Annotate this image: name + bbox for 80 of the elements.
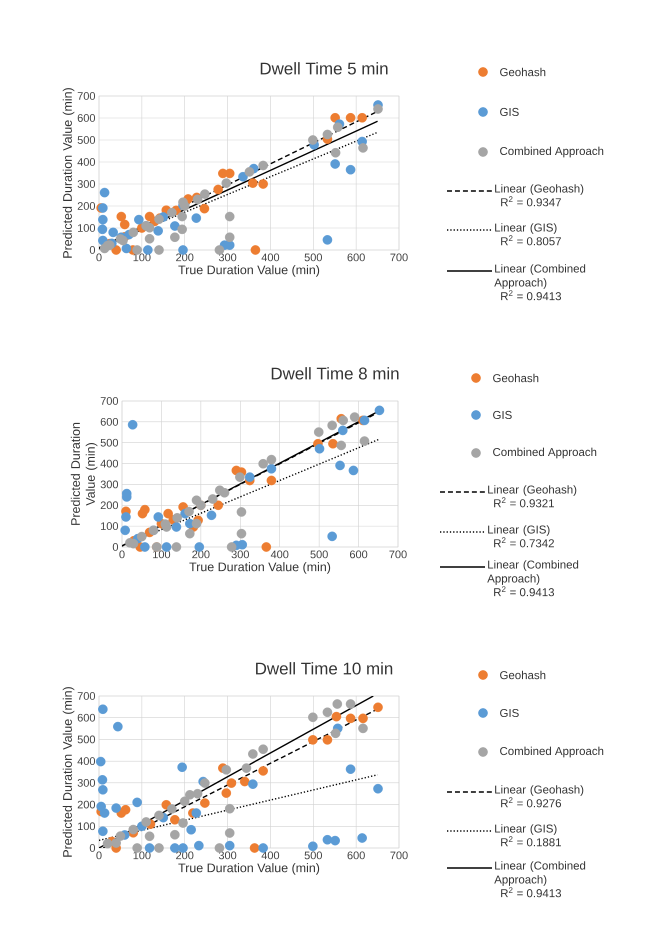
y-tick-label: 700 bbox=[78, 692, 96, 700]
text: R$^{2}$ = 0.9276 bbox=[501, 797, 562, 808]
text: R$^{2}$ = 0.9347 bbox=[501, 196, 561, 206]
x-axis-title: True Duration Value (min) bbox=[189, 562, 330, 574]
y-tick-label: 300 bbox=[78, 778, 96, 787]
x-tick-label: 700 bbox=[390, 852, 408, 860]
x-tick-label: 700 bbox=[390, 254, 408, 262]
legend-label: Linear (Geohash) bbox=[488, 485, 576, 496]
x-axis-title: True Duration Value (min) bbox=[178, 265, 320, 277]
chart-title: Dwell Time 8 min bbox=[272, 367, 398, 380]
y-tick-label: 200 bbox=[78, 202, 96, 210]
y-tick-label: 300 bbox=[100, 480, 118, 488]
y-tick-label: 600 bbox=[78, 114, 96, 122]
legend-label: Linear (Geohash) bbox=[495, 785, 584, 796]
legend-label: Linear (Geohash) bbox=[495, 184, 584, 195]
x-tick-label: 500 bbox=[310, 550, 328, 558]
y-tick-label: 100 bbox=[101, 522, 118, 530]
text: R$^{2}$ = 0.9413 bbox=[501, 887, 562, 898]
y-tick-label: 400 bbox=[100, 460, 118, 468]
legend-label: GIS bbox=[500, 708, 519, 718]
legend-label: Linear (GIS) bbox=[495, 223, 557, 234]
y-tick-label: 0 bbox=[90, 844, 96, 852]
x-tick-label: 600 bbox=[348, 852, 365, 860]
y-tick-label: 700 bbox=[100, 397, 118, 405]
legend-label: Linear (GIS) bbox=[495, 824, 557, 835]
legend-label: Combined Approach bbox=[500, 146, 604, 158]
x-tick-label: 500 bbox=[304, 852, 322, 860]
y-tick-label: 200 bbox=[100, 501, 118, 510]
y-tick-label: 700 bbox=[78, 92, 96, 100]
y-axis-title: Predicted Duration Value (min) bbox=[70, 422, 98, 525]
text: R$^{2}$ = 0.9321 bbox=[494, 497, 554, 508]
x-tick-label: 0 bbox=[119, 550, 125, 558]
legend-label: Geohash bbox=[493, 374, 538, 382]
x-tick-label: 400 bbox=[262, 852, 280, 860]
text: R$^{2}$ = 0.1881 bbox=[501, 836, 561, 846]
x-tick-label: 600 bbox=[350, 550, 368, 558]
text: R$^{2}$ = 0.9413 bbox=[494, 586, 554, 596]
x-tick-label: 400 bbox=[270, 550, 288, 558]
x-tick-label: 500 bbox=[304, 254, 322, 262]
y-tick-label: 300 bbox=[78, 180, 96, 188]
y-tick-label: 500 bbox=[78, 736, 96, 744]
y-tick-label: 100 bbox=[78, 822, 96, 830]
legend-label: Combined Approach bbox=[493, 448, 596, 458]
legend-label: Geohash bbox=[500, 68, 546, 76]
y-axis-title: Predicted Duration Value (min) bbox=[62, 88, 74, 258]
chart-title: Dwell Time 5 min bbox=[260, 62, 388, 75]
x-tick-label: 200 bbox=[176, 254, 194, 262]
x-tick-label: 300 bbox=[232, 550, 249, 558]
x-tick-label: 700 bbox=[389, 550, 407, 558]
legend-label: GIS bbox=[493, 410, 512, 420]
legend-label: Linear (Combined Approach) bbox=[487, 560, 578, 585]
y-tick-label: 500 bbox=[78, 136, 96, 144]
chart-title: Dwell Time 10 min bbox=[256, 662, 392, 675]
x-tick-label: 100 bbox=[134, 852, 151, 860]
y-tick-label: 0 bbox=[112, 543, 118, 551]
text: R$^{2}$ = 0.7342 bbox=[494, 537, 554, 548]
legend-label: Geohash bbox=[500, 670, 546, 680]
y-tick-label: 600 bbox=[78, 714, 96, 722]
legend-label: Linear (GIS) bbox=[488, 525, 550, 536]
x-tick-label: 300 bbox=[218, 254, 236, 262]
x-axis-title: True Duration Value (min) bbox=[178, 863, 320, 875]
x-tick-label: 200 bbox=[176, 852, 194, 860]
x-tick-label: 600 bbox=[348, 254, 365, 262]
x-tick-label: 400 bbox=[262, 254, 280, 262]
legend-label: Linear (Combined Approach) bbox=[494, 264, 586, 289]
y-axis-title: Predicted Duration Value (min) bbox=[62, 687, 74, 857]
legend-label: GIS bbox=[500, 108, 519, 116]
x-tick-label: 200 bbox=[192, 550, 210, 558]
y-tick-label: 0 bbox=[90, 246, 96, 254]
y-tick-label: 200 bbox=[78, 800, 96, 808]
text: R$^{2}$ = 0.9413 bbox=[501, 290, 562, 300]
y-tick-label: 100 bbox=[78, 224, 96, 232]
x-tick-label: 300 bbox=[218, 852, 236, 860]
y-tick-label: 600 bbox=[100, 418, 118, 426]
legend-label: Combined Approach bbox=[500, 746, 604, 758]
legend-label: Linear (Combined Approach) bbox=[494, 861, 586, 886]
y-tick-label: 400 bbox=[77, 158, 96, 166]
y-tick-label: 500 bbox=[100, 438, 118, 447]
text: R$^{2}$ = 0.8057 bbox=[501, 235, 561, 246]
y-tick-label: 400 bbox=[77, 757, 96, 766]
